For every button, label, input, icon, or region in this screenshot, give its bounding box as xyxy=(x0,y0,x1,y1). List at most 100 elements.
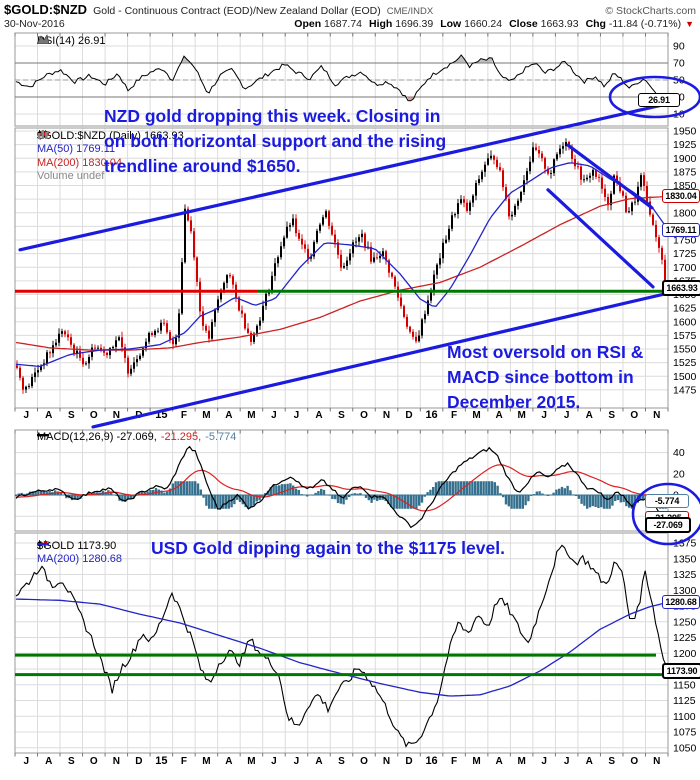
macd-legend: MACD(12,26,9) -27.069, -21.295, -5.774 xyxy=(37,430,236,444)
price-callout: -5.774 xyxy=(645,494,689,509)
axis-tick-label: 1950 xyxy=(673,126,697,138)
symbol: $GOLD:$NZD xyxy=(4,2,88,17)
axis-tick-label: 1325 xyxy=(673,569,697,581)
month-label: J xyxy=(541,410,547,421)
quote-value: 1663.93 xyxy=(537,18,579,30)
month-label: F xyxy=(181,756,187,767)
gold-panel-border xyxy=(14,532,669,754)
month-label: A xyxy=(45,756,52,767)
ma-dash-icon xyxy=(37,543,49,546)
month-label: A xyxy=(315,410,322,421)
exchange: CME/INDX xyxy=(386,6,434,17)
annotation-line: NZD gold dropping this week. Closing in xyxy=(104,106,441,126)
symbol-description: Gold - Continuous Contract (EOD)/New Zea… xyxy=(93,5,381,17)
month-label: S xyxy=(608,410,615,421)
header-title-row: $GOLD:$NZD Gold - Continuous Contract (E… xyxy=(0,0,700,17)
price-callout: 26.91 xyxy=(638,92,680,107)
quote-value: 1660.24 xyxy=(461,18,503,30)
axis-tick-label: 1500 xyxy=(673,371,697,383)
annotation-usd-note: USD Gold dipping again to the $1175 leve… xyxy=(151,537,505,559)
legend-label: RSI(14) 26.91 xyxy=(37,34,106,47)
usd-gold-series xyxy=(15,544,669,748)
month-label: D xyxy=(405,756,412,767)
month-label: D xyxy=(405,410,412,421)
legend-label: MA(50) 1769.11 xyxy=(37,143,116,156)
volume-bars-icon xyxy=(38,130,48,139)
month-label: O xyxy=(630,756,638,767)
price-callout: 1769.11 xyxy=(662,222,700,237)
ma-dash-icon xyxy=(37,434,49,437)
axis-tick-label: 1200 xyxy=(673,648,697,660)
trendline-falling-upper xyxy=(566,143,654,210)
month-label: J xyxy=(564,756,570,767)
axis-tick-label: 40 xyxy=(673,447,685,459)
month-label: J xyxy=(294,756,300,767)
axis-tick-label: 1750 xyxy=(673,235,697,247)
month-label: N xyxy=(113,756,120,767)
month-label: N xyxy=(653,410,660,421)
annotation-line: MACD since bottom in xyxy=(447,367,634,387)
month-label: S xyxy=(68,410,75,421)
axis-tick-label: 20 xyxy=(673,468,685,480)
month-label: A xyxy=(315,756,322,767)
month-label: A xyxy=(225,410,232,421)
axis-tick-label: 1800 xyxy=(673,207,697,219)
main-legend: $GOLD:$NZD (Daily) 1663.93 MA(50) 1769.11… xyxy=(37,129,184,183)
usd-ma200-line xyxy=(15,598,669,697)
axis-tick-label: 1150 xyxy=(673,679,696,691)
month-label: A xyxy=(45,410,52,421)
month-label: J xyxy=(271,410,277,421)
month-label: S xyxy=(608,756,615,767)
annotation-line: on both horizontal support and the risin… xyxy=(104,131,447,151)
legend-label: $GOLD:$NZD (Daily) 1663.93 xyxy=(37,129,184,142)
annotation-line: trendline around $1650. xyxy=(104,156,301,176)
axis-tick-label: 1225 xyxy=(673,632,697,644)
month-label: M xyxy=(472,410,480,421)
header-quote-row: 30-Nov-2016 Open 1687.74 High 1696.39 Low … xyxy=(0,17,700,30)
quote-strip: Open 1687.74 High 1696.39 Low 1660.24 Close… xyxy=(287,18,681,30)
axis-tick-label: 10 xyxy=(673,109,685,121)
legend-label: Volume undef xyxy=(37,170,105,183)
axis-tick-labels: 9070503010195019251900187518501825180017… xyxy=(673,41,697,755)
quote-label: Low xyxy=(440,18,462,30)
axis-tick-label: 1700 xyxy=(673,262,697,274)
month-label: A xyxy=(225,756,232,767)
axis-tick-label: 1925 xyxy=(673,139,697,151)
axis-tick-label: 1100 xyxy=(673,711,696,723)
quote-label: Close xyxy=(509,18,538,30)
axis-tick-label: 1050 xyxy=(673,742,697,754)
month-label: N xyxy=(113,410,120,421)
month-label: M xyxy=(202,756,210,767)
month-label: J xyxy=(294,410,300,421)
price-callout: 1280.68 xyxy=(662,595,700,610)
month-label: M xyxy=(247,410,255,421)
annotation-line: USD Gold dipping again to the $1175 leve… xyxy=(151,538,505,558)
month-label: S xyxy=(68,756,75,767)
price-callout: 1663.93 xyxy=(662,279,700,296)
axis-tick-label: 1525 xyxy=(673,357,697,369)
axis-tick-label: 1550 xyxy=(673,344,697,356)
annotation-line: December 2015. xyxy=(447,392,581,412)
month-label: N xyxy=(383,756,390,767)
legend-label: -21.295, xyxy=(160,430,202,443)
axis-tick-label: 1575 xyxy=(673,330,697,342)
gold-legend: $GOLD 1173.90 MA(200) 1280.68 xyxy=(37,539,122,566)
axis-tick-label: 1125 xyxy=(673,695,696,707)
month-axis: JASOND15FMAMJJASOND16FMAMJJASONJASOND15F… xyxy=(14,33,669,767)
month-label: N xyxy=(653,756,660,767)
month-label: J xyxy=(23,756,29,767)
annotation-oversold-note: Most oversold on RSI & MACD since bottom… xyxy=(447,340,643,415)
ma200-line xyxy=(15,195,669,351)
month-label: J xyxy=(23,410,29,421)
month-label: F xyxy=(451,756,457,767)
axis-tick-label: 1075 xyxy=(673,727,697,739)
price-callout: -27.069 xyxy=(645,516,691,533)
month-label: F xyxy=(181,410,187,421)
month-label: A xyxy=(586,756,593,767)
month-label: 16 xyxy=(425,409,437,421)
axis-tick-label: 1300 xyxy=(673,585,697,597)
axis-tick-label: 1600 xyxy=(673,316,697,328)
month-label: J xyxy=(271,756,277,767)
